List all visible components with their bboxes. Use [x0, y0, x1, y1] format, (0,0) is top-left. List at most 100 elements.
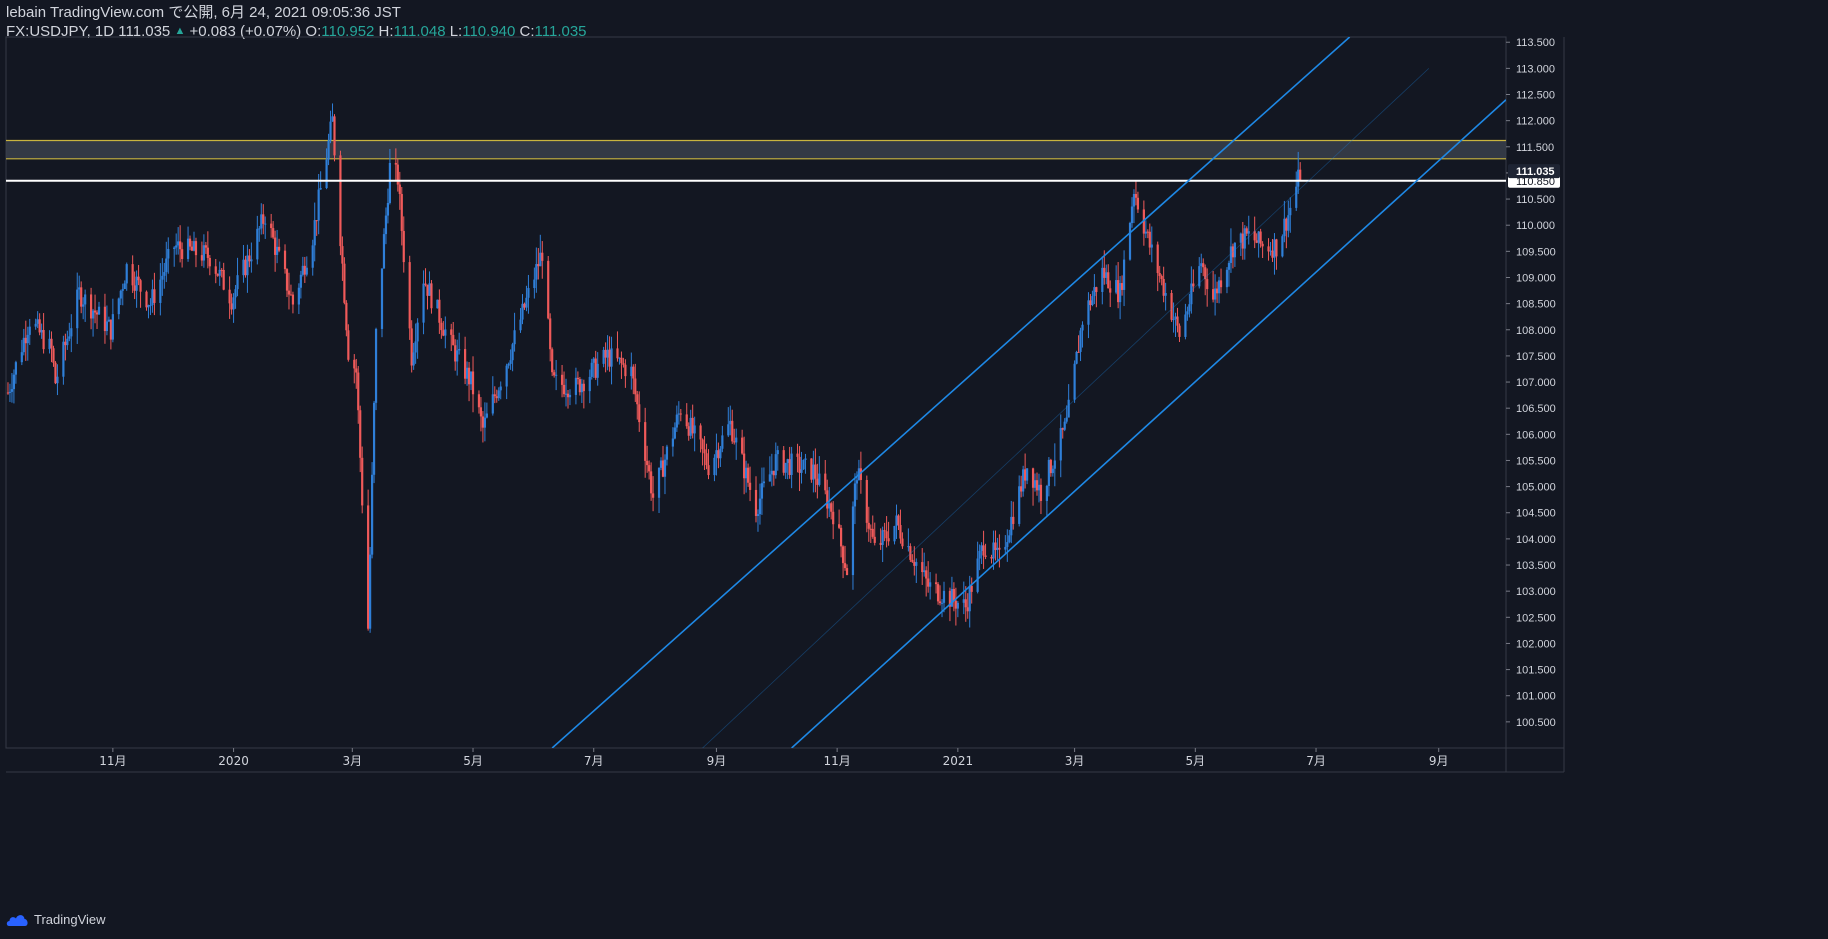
candle-body — [380, 268, 384, 329]
tradingview-cloud-icon — [6, 914, 28, 926]
candle-body — [236, 275, 239, 290]
candle-body — [1045, 485, 1048, 501]
candle-body — [632, 366, 635, 379]
candle-body — [1297, 169, 1300, 187]
candle-body — [62, 341, 65, 377]
candle-body — [1198, 266, 1201, 287]
candle-body — [1160, 275, 1163, 279]
candle-body — [606, 349, 609, 358]
candle-body — [315, 220, 318, 222]
candle-body — [301, 265, 304, 275]
up-triangle-icon: ▲ — [174, 25, 186, 37]
candle-body — [895, 515, 898, 526]
candle-body — [899, 525, 902, 539]
candle-body — [345, 302, 348, 331]
candle-body — [200, 255, 204, 261]
candle-body — [689, 417, 692, 436]
candle-body — [1243, 228, 1246, 249]
candle-body — [855, 480, 859, 484]
symbol-label[interactable]: FX:USDJPY, 1D — [6, 23, 115, 40]
candle-body — [976, 558, 979, 592]
candle-body — [202, 245, 205, 261]
candle-body — [1217, 280, 1221, 294]
candle-body — [962, 599, 965, 603]
candle-body — [107, 319, 111, 322]
candle-body — [1053, 460, 1056, 469]
candle-body — [285, 269, 289, 291]
candle-body — [163, 272, 166, 276]
candle-body — [145, 291, 148, 308]
candle-body — [192, 241, 196, 251]
candle-body — [748, 482, 752, 490]
candle-body — [574, 377, 578, 395]
candle-body — [1075, 351, 1078, 364]
candle-body — [596, 363, 599, 378]
candle-body — [869, 528, 872, 530]
y-tick-label: 110.500 — [1516, 194, 1555, 206]
author-name: lebain — [6, 4, 47, 21]
candle-body — [1239, 233, 1242, 243]
candle-body — [204, 245, 207, 248]
candle-body — [1204, 267, 1207, 280]
candle-body — [483, 417, 486, 428]
candle-body — [555, 374, 558, 376]
candle-body — [998, 547, 1001, 550]
candle-body — [424, 283, 427, 285]
candle-body — [675, 414, 678, 428]
candle-body — [1206, 279, 1209, 290]
candle-body — [616, 348, 619, 359]
candle-body — [357, 372, 360, 411]
candle-body — [341, 246, 344, 264]
candle-body — [1255, 240, 1258, 243]
candle-body — [701, 439, 704, 450]
candle-body — [1103, 267, 1106, 278]
candle-body — [34, 323, 37, 327]
candle-body — [1132, 193, 1136, 207]
candle-body — [177, 241, 180, 246]
candle-body — [444, 329, 447, 336]
candle-body — [624, 364, 627, 377]
candle-body — [1233, 242, 1236, 258]
candle-body — [1063, 421, 1066, 430]
y-tick-label: 104.000 — [1516, 534, 1556, 546]
candle-body — [1109, 288, 1112, 293]
candle-body — [604, 349, 607, 358]
candle-body — [762, 481, 766, 484]
candle-body — [70, 328, 73, 337]
candle-body — [659, 460, 663, 468]
tradingview-brand[interactable]: TradingView — [6, 912, 106, 927]
close-value: 111.035 — [534, 23, 587, 40]
candle-body — [1095, 287, 1098, 292]
candle-body — [216, 273, 219, 276]
candle-body — [12, 374, 16, 390]
candle-body — [644, 422, 647, 461]
candle-body — [636, 394, 639, 405]
candle-body — [93, 310, 97, 313]
candle-body — [533, 279, 536, 289]
candle-body — [436, 299, 439, 309]
x-tick-label: 7月 — [1306, 754, 1326, 768]
candle-body — [248, 255, 251, 262]
candle-body — [1162, 278, 1165, 296]
candle-body — [936, 584, 940, 602]
candle-body — [388, 162, 392, 203]
candle-body — [776, 450, 779, 455]
candle-body — [525, 297, 528, 308]
candle-body — [832, 511, 835, 525]
candle-body — [879, 542, 882, 545]
candle-body — [1164, 292, 1167, 296]
candle-body — [592, 358, 595, 363]
low-value: 110.940 — [462, 23, 516, 40]
candle-body — [396, 164, 399, 185]
candle-body — [1269, 250, 1272, 252]
candle-body — [382, 234, 386, 269]
candle-body — [208, 257, 211, 267]
candle-body — [772, 470, 775, 476]
candle-body — [422, 283, 425, 323]
candle-body — [105, 321, 109, 332]
candle-body — [948, 590, 952, 607]
candle-body — [103, 306, 107, 332]
candle-body — [841, 546, 845, 564]
candle-body — [291, 294, 295, 305]
